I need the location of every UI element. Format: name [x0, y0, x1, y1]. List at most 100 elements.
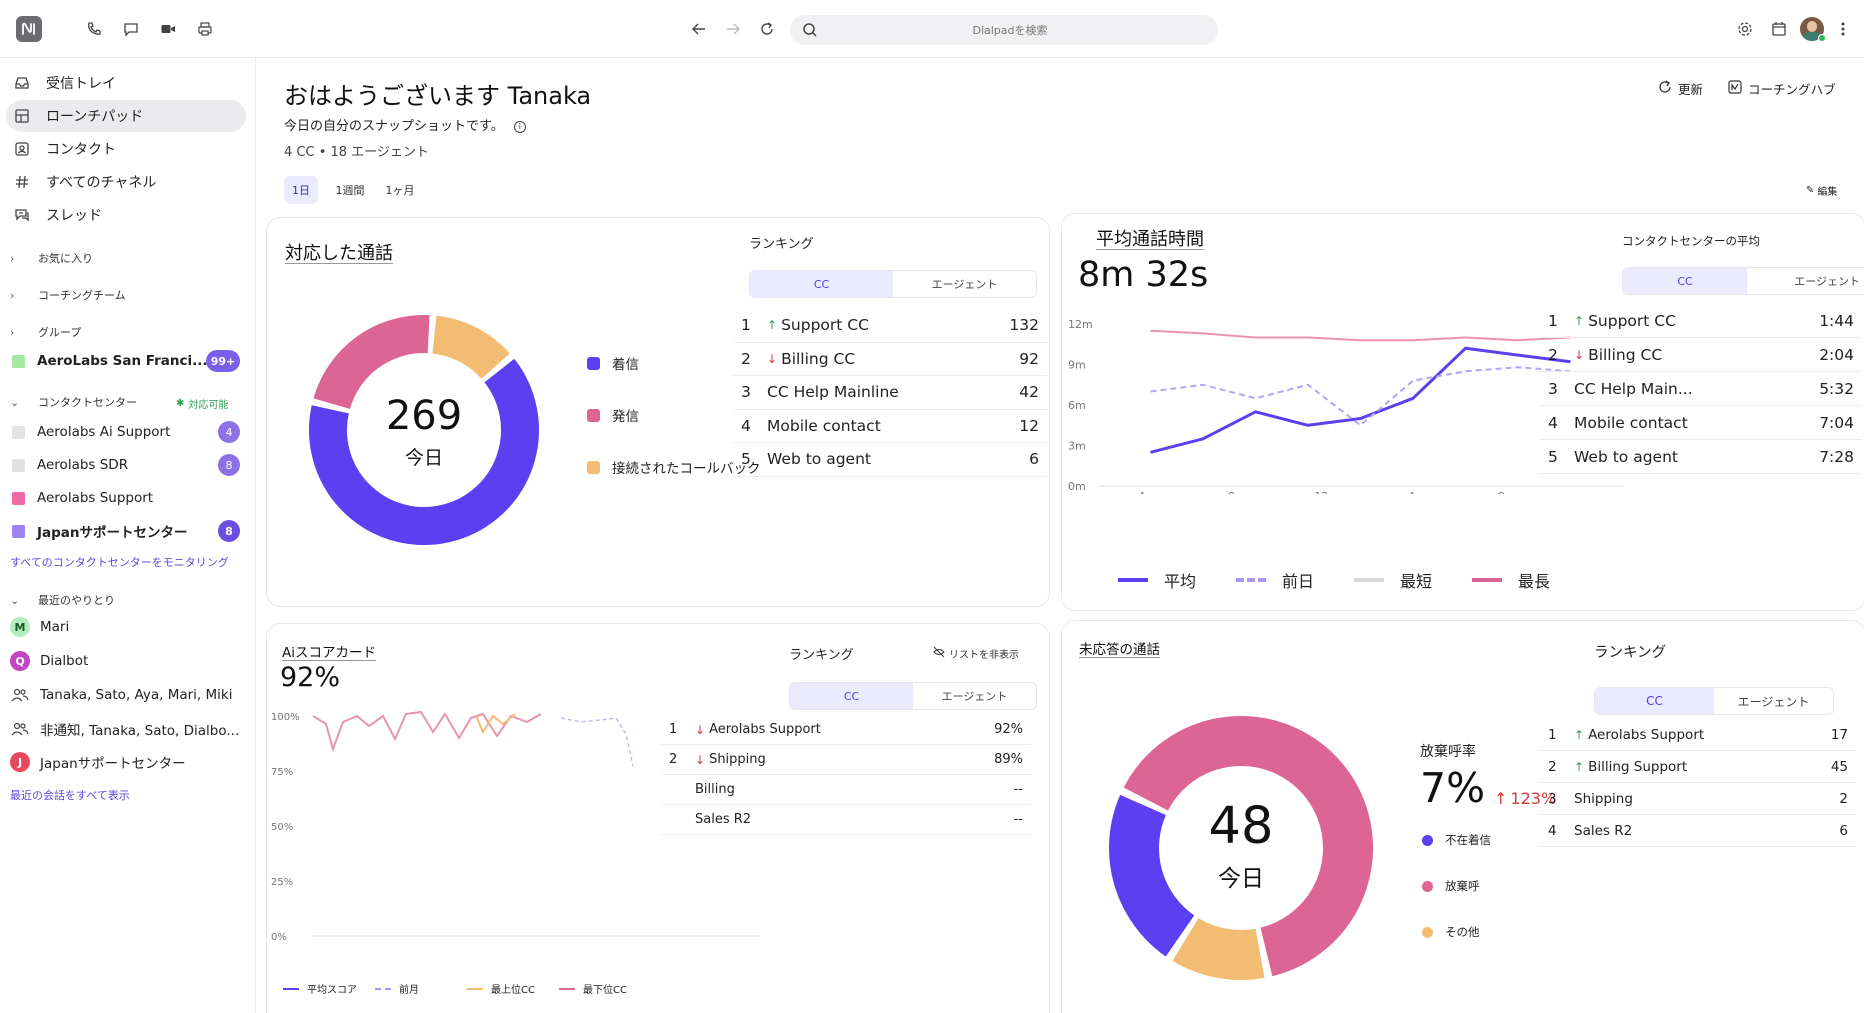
legend-item: 前日 [1236, 568, 1314, 592]
period-tab-month[interactable]: 1ヶ月 [385, 184, 415, 197]
ranking-row[interactable]: 1 ↑ Support CC 1:44 [1540, 304, 1862, 338]
ranking-row[interactable]: 1 ↓ Aerolabs Support 92% [661, 715, 1031, 745]
sidebar-item-threads[interactable]: スレッド [6, 199, 246, 231]
ranking-position: 2 [1548, 345, 1558, 364]
ranking-row[interactable]: 2 ↓ Billing CC 2:04 [1540, 338, 1862, 372]
status-label: 対応可能 [188, 400, 229, 411]
ranking-row[interactable]: 4 Sales R2 6 [1540, 815, 1856, 847]
recent-section-toggle[interactable]: ⌄ 最近のやりとり [10, 590, 246, 610]
coaching-team-section-toggle[interactable]: › コーチングチーム [10, 285, 246, 305]
segment-agent[interactable]: エージェント [1737, 694, 1810, 709]
legend-line-swatch [375, 987, 391, 990]
legend-label: 不在着信 [1445, 833, 1491, 847]
donut-total-label: 今日 [1218, 866, 1264, 892]
availability-status[interactable]: ✱ 対応可能 [176, 396, 228, 411]
sidebar-item-contacts[interactable]: コンタクト [6, 133, 246, 165]
ranking-name-cell: Sales R2 [1574, 823, 1839, 839]
phone-icon[interactable] [83, 18, 105, 40]
sidebar-item-all-channels[interactable]: すべてのチャネル [6, 166, 246, 198]
refresh-button[interactable]: 更新 [1658, 79, 1703, 98]
ranking-name: Sales R2 [1574, 822, 1633, 839]
contact-center-section-toggle[interactable]: ⌄ コンタクトセンター [10, 392, 246, 412]
segment-cc[interactable]: CC [1595, 688, 1714, 714]
ai-scorecard-card: Aiスコアカード 92% 100%75%50%25%0%Dec 7Dec 14D… [266, 623, 1050, 1013]
ranking-row[interactable]: 2 ↑ Billing Support 45 [1540, 751, 1856, 783]
ranking-row[interactable]: 2 ↓ Billing CC 92 [733, 343, 1047, 376]
recent-conversation[interactable]: J Japanサポートセンター [10, 748, 246, 776]
monitor-all-link[interactable]: すべてのコンタクトセンターをモニタリング [10, 556, 229, 569]
segment-cc[interactable]: CC [790, 683, 913, 709]
sidebar-item-contact-center[interactable]: Japanサポートセンター 8 [12, 518, 244, 544]
ranking-row[interactable]: 1 ↑ Support CC 132 [733, 309, 1047, 343]
ranking-row[interactable]: 3 CC Help Mainline 42 [733, 376, 1047, 410]
legend-swatch [587, 408, 600, 422]
legend-line-swatch [1236, 578, 1266, 582]
ranking-segment-control: CC エージェント [749, 270, 1037, 298]
legend-label: 最短 [1400, 572, 1433, 591]
sidebar-item-contact-center[interactable]: Aerolabs Ai Support 4 [12, 419, 244, 445]
ranking-position: 1 [1548, 311, 1558, 330]
sidebar-item-launchpad[interactable]: ローンチパッド [6, 100, 246, 132]
segment-cc[interactable]: CC [1623, 268, 1748, 294]
calendar-icon[interactable] [1768, 18, 1790, 40]
ranking-row[interactable]: 5 Web to agent 6 [733, 443, 1047, 477]
segment-agent[interactable]: エージェント [1794, 275, 1860, 288]
ranking-row[interactable]: 3 CC Help Main... 5:32 [1540, 372, 1862, 406]
show-all-conversations-link[interactable]: 最近の会話をすべて表示 [10, 789, 130, 802]
ranking-row[interactable]: 2 ↓ Shipping 89% [661, 745, 1031, 775]
inbox-icon [14, 75, 32, 91]
recent-conversation[interactable]: M Mari [10, 613, 246, 641]
video-icon[interactable] [157, 18, 179, 40]
ranking-row[interactable]: Sales R2 -- [661, 805, 1031, 835]
segment-cc[interactable]: CC [750, 271, 893, 297]
dialpad-logo-icon[interactable] [16, 16, 42, 42]
series-line [560, 717, 634, 767]
search-input[interactable] [830, 15, 1190, 45]
ranking-value: 132 [1009, 316, 1039, 335]
edit-button[interactable]: ✎ 編集 [1806, 183, 1837, 198]
ranking-row[interactable]: Billing -- [661, 775, 1031, 805]
recent-conversation[interactable]: Tanaka, Sato, Aya, Mari, Miki [10, 681, 246, 709]
trend-up-icon: ↑ [767, 318, 778, 333]
coaching-hub-button[interactable]: コーチングハブ [1728, 79, 1836, 98]
eye-off-icon [933, 646, 945, 661]
hide-list-button[interactable]: リストを非表示 [933, 646, 1019, 661]
recent-conversation[interactable]: 非通知, Tanaka, Sato, Dialbo... [10, 715, 246, 743]
info-icon[interactable]: i [513, 120, 526, 133]
back-arrow-icon[interactable] [688, 18, 710, 40]
sidebar-item-contact-center[interactable]: Aerolabs SDR 8 [12, 452, 244, 478]
ranking-row[interactable]: 5 Web to agent 7:28 [1540, 440, 1862, 474]
sidebar-item-contact-center[interactable]: Aerolabs Support [12, 485, 244, 511]
segment-agent[interactable]: エージェント [931, 278, 998, 291]
donut-slice [1172, 917, 1265, 980]
more-vertical-icon[interactable] [1832, 18, 1854, 40]
conversation-label: 非通知, Tanaka, Sato, Dialbo... [40, 723, 240, 739]
forward-arrow-icon[interactable] [722, 18, 744, 40]
period-tab-week[interactable]: 1週間 [335, 184, 365, 197]
legend-line-swatch [1472, 578, 1502, 582]
sidebar-item-group[interactable]: AeroLabs San Franci... 99+ [12, 348, 244, 374]
settings-gear-icon[interactable] [1734, 18, 1756, 40]
contacts-icon [14, 141, 32, 157]
presence-status-dot [1818, 34, 1826, 42]
ranking-row[interactable]: 3 Shipping 2 [1540, 783, 1856, 815]
print-icon[interactable] [194, 18, 216, 40]
ranking-name: Support CC [1588, 311, 1676, 330]
ranking-row[interactable]: 4 Mobile contact 12 [733, 410, 1047, 443]
legend-label: 最下位CC [583, 985, 627, 996]
ranking-row[interactable]: 4 Mobile contact 7:04 [1540, 406, 1862, 440]
search-bar[interactable] [790, 15, 1218, 45]
message-icon[interactable] [120, 18, 142, 40]
y-tick-label: 0m [1068, 480, 1086, 493]
sidebar-item-inbox[interactable]: 受信トレイ [6, 67, 246, 99]
favorites-section-toggle[interactable]: › お気に入り [10, 248, 246, 268]
ranking-value: 5:32 [1819, 379, 1854, 398]
groups-section-toggle[interactable]: › グループ [10, 322, 246, 342]
segment-agent[interactable]: エージェント [941, 690, 1008, 703]
legend-label: 最長 [1518, 572, 1551, 591]
ranking-row[interactable]: 1 ↑ Aerolabs Support 17 [1540, 719, 1856, 751]
x-tick-label: 8 am [1228, 490, 1256, 494]
reload-icon[interactable] [756, 18, 778, 40]
period-tab-day[interactable]: 1日 [284, 176, 318, 204]
recent-conversation[interactable]: Q Dialbot [10, 647, 246, 675]
